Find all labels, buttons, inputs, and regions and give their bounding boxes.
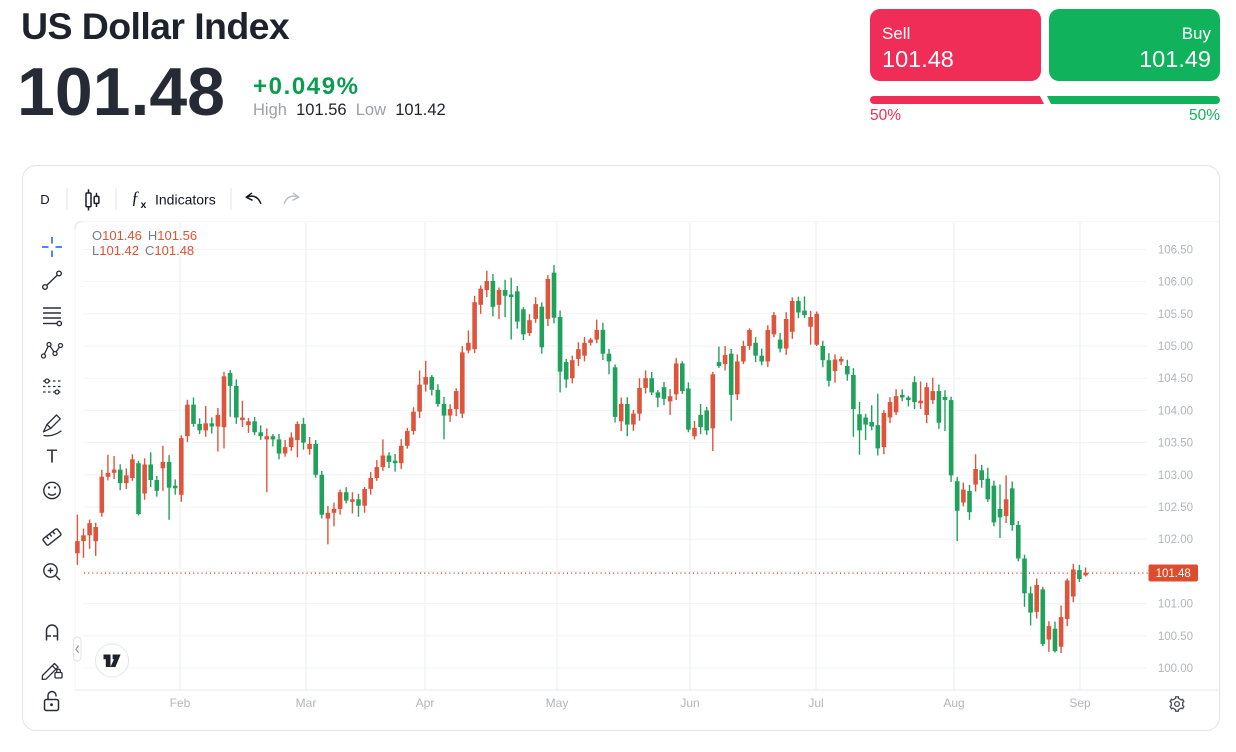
- svg-text:T: T: [47, 447, 58, 467]
- svg-text:102.50: 102.50: [1158, 502, 1193, 514]
- svg-text:100.50: 100.50: [1158, 631, 1193, 643]
- svg-text:ƒ: ƒ: [131, 188, 140, 208]
- svg-text:Feb: Feb: [170, 696, 191, 710]
- svg-text:May: May: [546, 696, 569, 710]
- svg-text:102.00: 102.00: [1158, 534, 1193, 546]
- svg-text:101.00: 101.00: [1158, 599, 1193, 611]
- svg-text:Indicators: Indicators: [155, 192, 216, 208]
- svg-text:D: D: [40, 192, 49, 207]
- svg-text:105.50: 105.50: [1158, 309, 1193, 321]
- svg-text:Apr: Apr: [416, 696, 435, 710]
- svg-text:Jul: Jul: [808, 696, 823, 710]
- svg-text:105.00: 105.00: [1158, 341, 1193, 353]
- svg-text:103.00: 103.00: [1158, 470, 1193, 482]
- svg-text:Aug: Aug: [943, 696, 964, 710]
- svg-text:Mar: Mar: [296, 696, 317, 710]
- svg-text:x: x: [141, 199, 147, 211]
- svg-text:101.48: 101.48: [1156, 568, 1191, 580]
- svg-text:104.50: 104.50: [1158, 373, 1193, 385]
- svg-text:103.50: 103.50: [1158, 438, 1193, 450]
- svg-text:104.00: 104.00: [1158, 405, 1193, 417]
- svg-text:Sep: Sep: [1069, 696, 1091, 710]
- svg-text:106.00: 106.00: [1158, 277, 1193, 289]
- svg-text:100.00: 100.00: [1158, 663, 1193, 675]
- svg-text:Jun: Jun: [680, 696, 699, 710]
- svg-text:106.50: 106.50: [1158, 244, 1193, 256]
